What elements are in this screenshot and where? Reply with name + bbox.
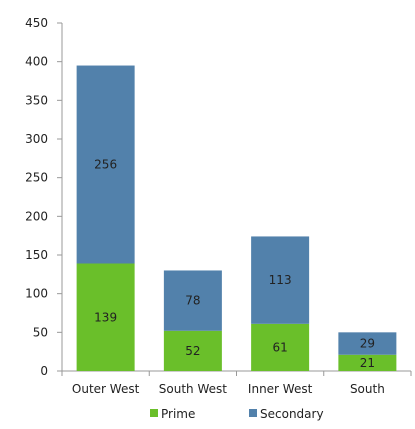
bar-segment-prime [338,354,397,371]
y-tick-label: 300 [25,132,48,146]
legend-label-secondary: Secondary [260,407,324,421]
data-label: 21 [360,356,375,370]
x-tick-label: South [350,382,385,396]
y-tick-label: 200 [25,209,48,223]
legend: Prime Secondary [150,407,324,421]
y-tick-label: 350 [25,93,48,107]
y-tick-label: 100 [25,287,48,301]
y-tick-label: 0 [40,364,48,378]
data-label: 61 [272,340,287,354]
bar-segment-secondary [163,270,222,331]
x-tick-label: South West [159,382,227,396]
bar-segment-prime [76,263,135,371]
data-label: 256 [94,158,117,172]
bar-segment-secondary [251,236,310,324]
bar-segment-secondary [76,65,135,264]
legend-swatch-secondary [249,409,257,417]
bar-segment-prime [163,330,222,371]
data-label: 139 [94,310,117,324]
x-tick-label: Inner West [248,382,313,396]
y-tick-label: 450 [25,16,48,30]
bars [76,65,397,371]
bar-segment-secondary [338,332,397,355]
data-label: 113 [269,273,292,287]
x-axis: Outer West South West Inner West South [61,370,412,396]
y-tick-label: 50 [33,325,48,339]
y-tick-label: 150 [25,248,48,262]
data-label: 78 [185,294,200,308]
bar-segment-prime [251,323,310,371]
legend-swatch-prime [150,409,158,417]
legend-label-prime: Prime [161,407,195,421]
y-axis: 0 50 100 150 200 250 300 350 400 450 [25,16,63,378]
data-labels: 139 256 52 78 61 113 21 29 [94,158,375,370]
y-tick-label: 400 [25,55,48,69]
data-label: 52 [185,344,200,358]
x-tick-label: Outer West [72,382,140,396]
data-label: 29 [360,337,375,351]
y-tick-label: 250 [25,171,48,185]
